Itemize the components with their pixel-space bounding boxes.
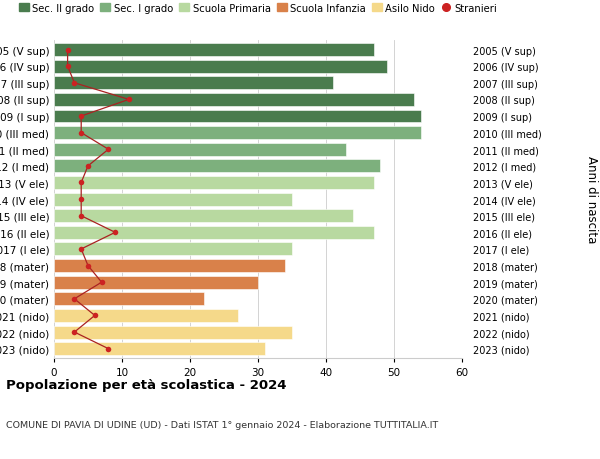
Point bbox=[104, 345, 113, 353]
Bar bbox=[54, 309, 238, 322]
Point bbox=[76, 129, 86, 137]
Bar bbox=[54, 160, 380, 173]
Bar bbox=[54, 44, 374, 57]
Bar bbox=[54, 243, 292, 256]
Bar bbox=[54, 127, 421, 140]
Point bbox=[76, 113, 86, 120]
Text: Anni di nascita: Anni di nascita bbox=[584, 156, 598, 243]
Bar bbox=[54, 110, 421, 123]
Point bbox=[83, 163, 93, 170]
Point bbox=[70, 80, 79, 87]
Point bbox=[63, 63, 73, 71]
Point bbox=[124, 96, 134, 104]
Bar bbox=[54, 144, 346, 157]
Point bbox=[90, 312, 100, 319]
Bar bbox=[54, 94, 415, 106]
Bar bbox=[54, 77, 333, 90]
Bar bbox=[54, 61, 387, 73]
Point bbox=[76, 213, 86, 220]
Point bbox=[70, 296, 79, 303]
Point bbox=[76, 246, 86, 253]
Bar bbox=[54, 293, 203, 306]
Point bbox=[104, 146, 113, 154]
Bar bbox=[54, 210, 353, 223]
Bar bbox=[54, 193, 292, 206]
Point bbox=[63, 47, 73, 54]
Text: Popolazione per età scolastica - 2024: Popolazione per età scolastica - 2024 bbox=[6, 379, 287, 392]
Point bbox=[110, 229, 120, 236]
Text: COMUNE DI PAVIA DI UDINE (UD) - Dati ISTAT 1° gennaio 2024 - Elaborazione TUTTIT: COMUNE DI PAVIA DI UDINE (UD) - Dati IST… bbox=[6, 420, 438, 429]
Bar bbox=[54, 326, 292, 339]
Bar bbox=[54, 226, 374, 239]
Bar bbox=[54, 259, 285, 273]
Bar bbox=[54, 342, 265, 355]
Point bbox=[83, 263, 93, 270]
Point bbox=[76, 196, 86, 203]
Legend: Sec. II grado, Sec. I grado, Scuola Primaria, Scuola Infanzia, Asilo Nido, Stran: Sec. II grado, Sec. I grado, Scuola Prim… bbox=[19, 4, 497, 13]
Point bbox=[76, 179, 86, 187]
Point bbox=[97, 279, 106, 286]
Point bbox=[70, 329, 79, 336]
Bar bbox=[54, 276, 258, 289]
Bar bbox=[54, 177, 374, 190]
